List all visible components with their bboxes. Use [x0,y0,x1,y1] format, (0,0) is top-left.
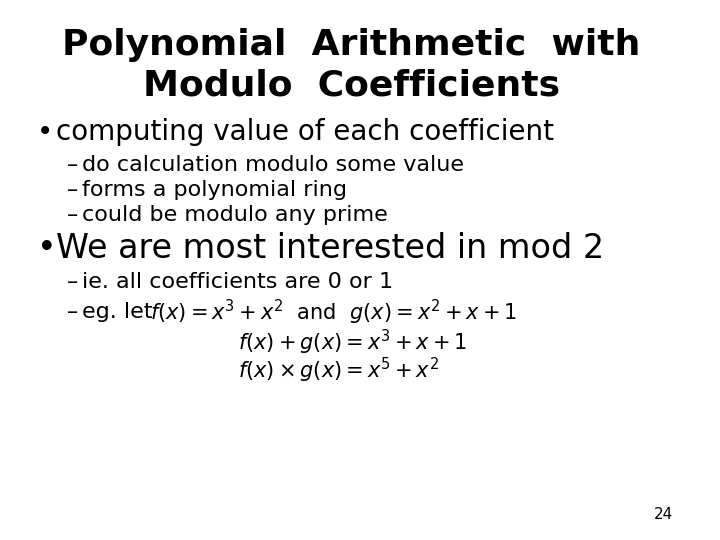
Text: forms a polynomial ring: forms a polynomial ring [82,180,347,200]
Text: eg. let: eg. let [82,302,160,322]
Text: –: – [67,180,78,200]
Text: $f(x) + g(x) = x^3 + x + 1$: $f(x) + g(x) = x^3 + x + 1$ [238,327,467,356]
Text: ie. all coefficients are 0 or 1: ie. all coefficients are 0 or 1 [82,272,393,292]
Text: computing value of each coefficient: computing value of each coefficient [55,118,554,146]
Text: –: – [67,155,78,175]
Text: $f(x) = x^3 + x^2$  and  $g(x) = x^2 + x + 1$: $f(x) = x^3 + x^2$ and $g(x) = x^2 + x +… [150,298,518,327]
Text: do calculation modulo some value: do calculation modulo some value [82,155,464,175]
Text: 24: 24 [654,507,674,522]
Text: We are most interested in mod 2: We are most interested in mod 2 [55,232,604,265]
Text: –: – [67,205,78,225]
Text: –: – [67,302,78,322]
Text: $f(x) \times g(x) = x^5 + x^2$: $f(x) \times g(x) = x^5 + x^2$ [238,355,438,384]
Text: •: • [37,118,53,146]
Text: •: • [37,232,56,265]
Text: –: – [67,272,78,292]
Text: Polynomial  Arithmetic  with: Polynomial Arithmetic with [62,28,641,62]
Text: could be modulo any prime: could be modulo any prime [82,205,388,225]
Text: Modulo  Coefficients: Modulo Coefficients [143,68,560,102]
